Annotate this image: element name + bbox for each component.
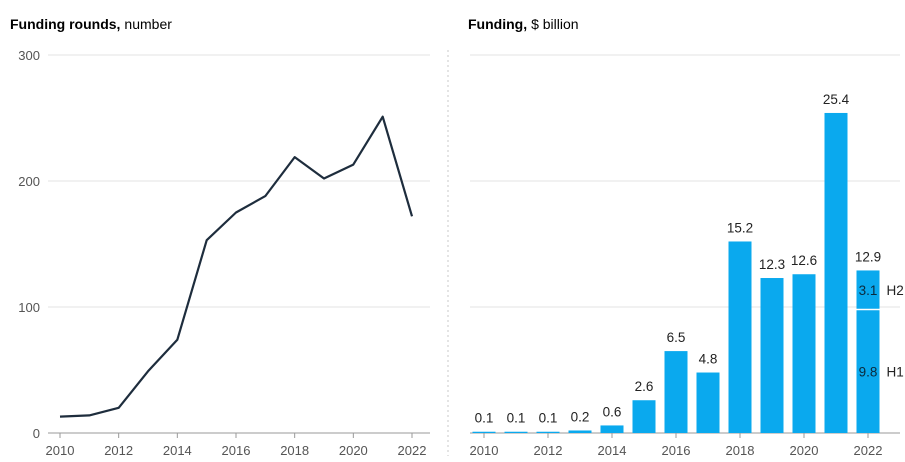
rounds-y-tick-label: 300 xyxy=(18,48,40,63)
funding-h2-value-label: 3.1 xyxy=(859,283,878,298)
funding-bar-value-label: 12.3 xyxy=(759,257,785,272)
funding-x-tick-label: 2014 xyxy=(598,443,627,458)
funding-h1-value-label: 9.8 xyxy=(859,364,878,379)
funding-x-axis: 2010 2012 2014 2016 2018 2020 2022 xyxy=(470,433,883,458)
rounds-y-axis: 0 100 200 300 xyxy=(18,48,40,441)
funding-bar xyxy=(824,112,848,434)
rounds-series-line xyxy=(59,115,414,418)
funding-x-tick-label: 2020 xyxy=(790,443,819,458)
rounds-x-tick-label: 2012 xyxy=(104,443,133,458)
funding-bar-value-label: 0.2 xyxy=(571,409,590,424)
funding-bar-value-label: 2.6 xyxy=(635,379,654,394)
funding-bar xyxy=(856,270,880,433)
funding-chart-title: Funding, $ billion xyxy=(468,16,579,32)
funding-bar xyxy=(568,430,592,433)
funding-bar-value-label: 15.2 xyxy=(727,220,753,235)
rounds-title-unit: number xyxy=(124,16,172,32)
rounds-y-tick-label: 100 xyxy=(18,300,40,315)
rounds-x-tick-label: 2010 xyxy=(46,443,75,458)
funding-x-tick-label: 2016 xyxy=(662,443,691,458)
funding-bar xyxy=(600,425,624,433)
funding-bar xyxy=(792,274,816,433)
rounds-x-tick-label: 2020 xyxy=(339,443,368,458)
funding-bar-value-label: 12.6 xyxy=(791,253,817,268)
funding-title-bold: Funding, xyxy=(468,16,527,32)
funding-x-tick-label: 2022 xyxy=(854,443,883,458)
funding-h1-series-label: H1 xyxy=(887,364,904,379)
funding-bar xyxy=(664,351,688,433)
funding-bar xyxy=(472,431,496,433)
rounds-x-tick-label: 2016 xyxy=(222,443,251,458)
funding-h2-series-label: H2 xyxy=(887,283,904,298)
rounds-y-tick-label: 200 xyxy=(18,174,40,189)
funding-bar xyxy=(728,241,752,433)
rounds-y-tick-label: 0 xyxy=(33,426,40,441)
funding-bar xyxy=(536,431,560,433)
funding-x-tick-label: 2010 xyxy=(470,443,499,458)
rounds-title-bold: Funding rounds, xyxy=(10,16,120,32)
rounds-chart-title: Funding rounds, number xyxy=(10,16,172,32)
rounds-x-tick-label: 2014 xyxy=(163,443,192,458)
funding-bar xyxy=(504,431,528,433)
funding-title-unit: $ billion xyxy=(531,16,578,32)
rounds-gridlines xyxy=(48,54,430,434)
funding-bar-value-label: 0.1 xyxy=(475,411,494,426)
funding-bar-value-label: 25.4 xyxy=(823,92,850,107)
funding-bar-value-label: 0.1 xyxy=(539,411,558,426)
funding-bar xyxy=(760,278,784,433)
funding-bars xyxy=(472,112,880,434)
rounds-x-tick-label: 2022 xyxy=(398,443,427,458)
funding-x-tick-label: 2012 xyxy=(534,443,563,458)
funding-data-labels: 0.1 0.1 0.1 0.2 0.6 2.6 6.5 4.8 15.2 12.3 12.6 25.4… xyxy=(475,92,904,426)
funding-bar xyxy=(696,372,720,433)
rounds-x-axis: 2010 2012 2014 2016 2018 2020 2022 xyxy=(46,433,427,458)
funding-bar-value-label: 12.9 xyxy=(855,249,881,264)
rounds-x-tick-label: 2018 xyxy=(280,443,309,458)
funding-bar-value-label: 0.6 xyxy=(603,404,622,419)
funding-bar-value-label: 0.1 xyxy=(507,411,526,426)
funding-bar-value-label: 6.5 xyxy=(667,330,686,345)
funding-bar-value-label: 4.8 xyxy=(699,352,718,367)
funding-bar xyxy=(632,400,656,433)
funding-x-tick-label: 2018 xyxy=(726,443,755,458)
